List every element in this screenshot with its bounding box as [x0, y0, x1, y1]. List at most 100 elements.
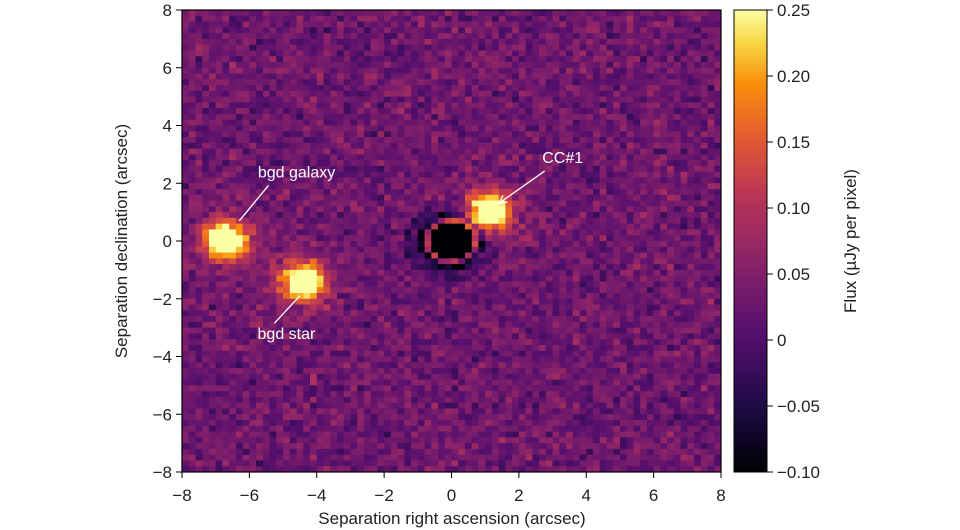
heatmap-cell: [215, 206, 223, 213]
heatmap-cell: [390, 258, 398, 265]
heatmap-cell: [195, 148, 203, 155]
heatmap-cell: [262, 287, 270, 294]
heatmap-cell: [370, 252, 378, 259]
heatmap-cell: [444, 56, 452, 63]
heatmap-cell: [518, 292, 527, 300]
heatmap-cell: [633, 356, 641, 363]
heatmap-cell: [411, 212, 419, 219]
heatmap-cell: [700, 292, 708, 300]
heatmap-cell: [363, 131, 372, 138]
heatmap-cell: [464, 264, 473, 271]
heatmap-cell: [586, 304, 594, 311]
heatmap-cell: [485, 10, 493, 17]
heatmap-cell: [377, 21, 385, 28]
heatmap-cell: [559, 229, 567, 236]
heatmap-cell: [431, 38, 439, 46]
heatmap-cell: [289, 212, 297, 219]
heatmap-cell: [714, 287, 721, 294]
heatmap-cell: [680, 177, 688, 184]
heatmap-cell: [370, 79, 378, 86]
heatmap-cell: [370, 350, 378, 357]
heatmap-cell: [579, 229, 587, 236]
heatmap-cell: [646, 119, 655, 126]
heatmap-cell: [525, 148, 533, 155]
heatmap-cell: [714, 327, 721, 334]
heatmap-cell: [640, 217, 648, 225]
heatmap-cell: [660, 33, 668, 40]
heatmap-cell: [640, 269, 648, 277]
heatmap-cell: [397, 252, 405, 259]
heatmap-cell: [485, 235, 493, 242]
heatmap-cell: [606, 33, 614, 40]
heatmap-cell: [276, 67, 284, 74]
heatmap-cell: [438, 102, 446, 109]
heatmap-cell: [498, 246, 506, 253]
heatmap-cell: [377, 85, 385, 92]
heatmap-cell: [673, 119, 681, 126]
heatmap-cell: [310, 292, 318, 300]
heatmap-cell: [613, 96, 621, 103]
heatmap-cell: [229, 223, 237, 230]
heatmap-cell: [438, 10, 446, 17]
heatmap-cell: [330, 356, 338, 363]
heatmap-cell: [572, 119, 580, 126]
heatmap-cell: [336, 113, 345, 121]
heatmap-cell: [505, 79, 513, 86]
heatmap-cell: [411, 67, 419, 74]
heatmap-cell: [545, 327, 553, 334]
heatmap-cell: [532, 333, 540, 340]
heatmap-cell: [572, 171, 580, 178]
heatmap-cell: [626, 316, 634, 323]
heatmap-cell: [316, 27, 324, 34]
heatmap-cell: [592, 189, 601, 196]
heatmap-cell: [242, 33, 250, 40]
heatmap-cell: [714, 189, 721, 196]
heatmap-cell: [458, 119, 466, 126]
heatmap-cell: [289, 56, 297, 63]
heatmap-cell: [633, 229, 641, 236]
heatmap-cell: [343, 171, 351, 178]
heatmap-cell: [700, 137, 708, 144]
heatmap-cell: [599, 56, 607, 63]
heatmap-cell: [566, 56, 574, 63]
heatmap-cell: [714, 206, 721, 213]
heatmap-cell: [532, 90, 540, 98]
heatmap-cell: [283, 333, 291, 340]
heatmap-cell: [242, 333, 250, 340]
heatmap-cell: [458, 160, 466, 167]
heatmap-cell: [566, 73, 574, 80]
heatmap-cell: [478, 56, 486, 63]
heatmap-cell: [579, 241, 587, 248]
heatmap-cell: [552, 119, 560, 126]
heatmap-cell: [222, 38, 230, 46]
heatmap-cell: [262, 33, 270, 40]
heatmap-cell: [653, 10, 661, 17]
heatmap-cell: [330, 252, 338, 259]
heatmap-cell: [316, 321, 324, 329]
heatmap-cell: [518, 252, 527, 259]
heatmap-cell: [276, 212, 284, 219]
heatmap-cell: [586, 206, 594, 213]
heatmap-cell: [552, 102, 560, 109]
heatmap-cell: [525, 194, 533, 201]
heatmap-cell: [660, 119, 668, 126]
heatmap-cell: [229, 252, 237, 259]
heatmap-cell: [498, 206, 506, 213]
heatmap-cell: [357, 200, 365, 207]
heatmap-cell: [283, 292, 291, 300]
heatmap-cell: [208, 154, 217, 161]
heatmap-cell: [498, 269, 506, 277]
heatmap-cell: [262, 56, 270, 63]
heatmap-cell: [680, 27, 688, 34]
heatmap-cell: [424, 212, 432, 219]
heatmap-cell: [303, 298, 311, 305]
heatmap-cell: [350, 333, 358, 340]
heatmap-cell: [249, 154, 257, 161]
heatmap-cell: [242, 85, 250, 92]
heatmap-cell: [357, 131, 365, 138]
heatmap-cell: [640, 96, 648, 103]
heatmap-cell: [471, 229, 479, 236]
heatmap-cell: [262, 264, 270, 271]
heatmap-cell: [458, 125, 466, 132]
heatmap-cell: [384, 61, 392, 69]
